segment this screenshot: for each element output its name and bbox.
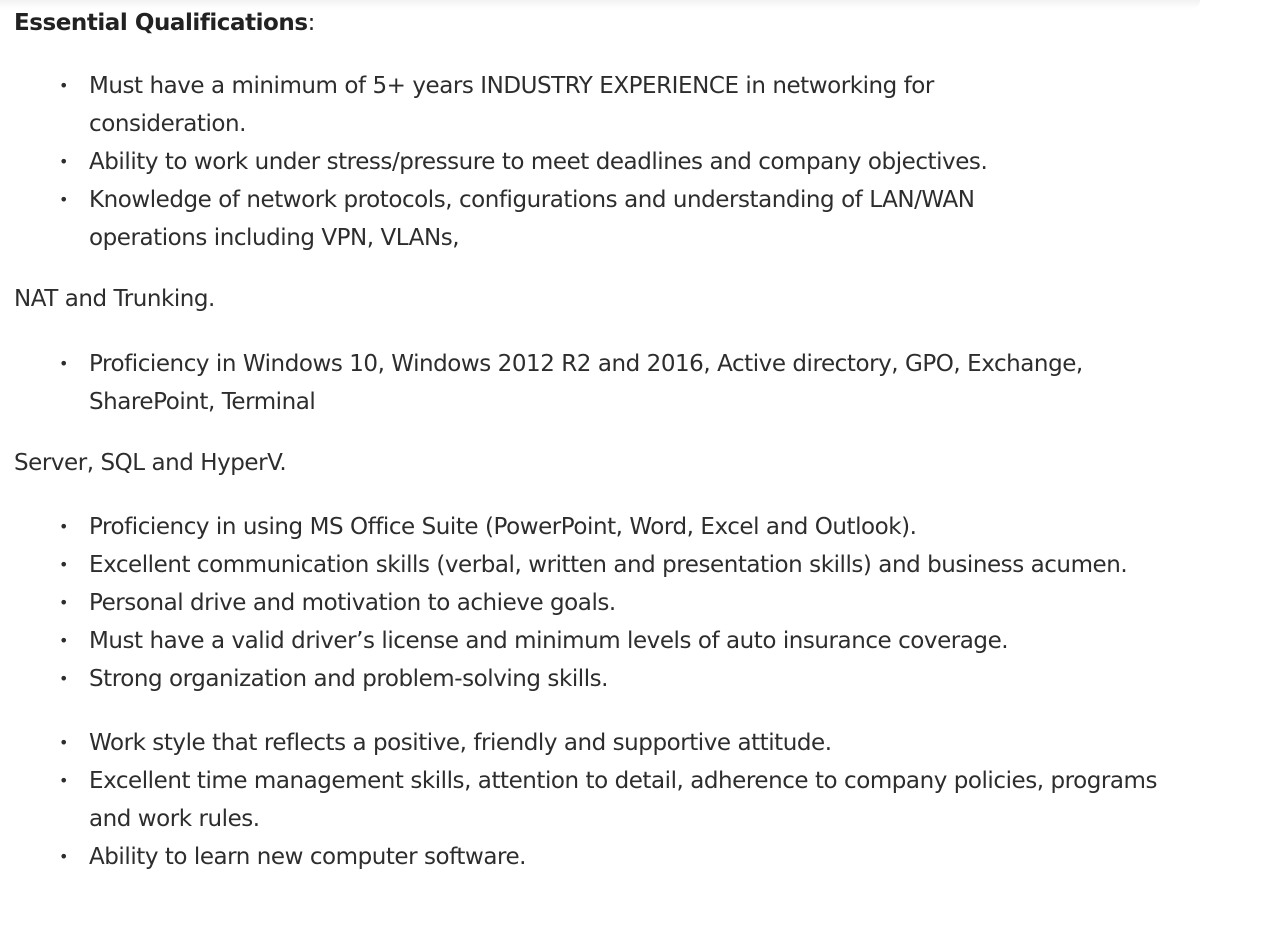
list-item: • Proficiency in Windows 10, Windows 2012… bbox=[59, 345, 1189, 421]
list-item: • Must have a valid driver’s license and … bbox=[59, 622, 1149, 660]
list-item-text: Proficiency in Windows 10, Windows 2012 … bbox=[89, 351, 1083, 415]
list-item-text: Work style that reflects a positive, fri… bbox=[89, 730, 832, 756]
list-item: • Excellent communication skills (verbal,… bbox=[59, 546, 1149, 584]
list-item: • Proficiency in using MS Office Suite (P… bbox=[59, 508, 1149, 546]
top-shadow bbox=[0, 0, 1200, 9]
bullet-icon: • bbox=[59, 190, 68, 209]
qualification-list-4: • Work style that reflects a positive, fr… bbox=[14, 724, 1169, 876]
bullet-icon: • bbox=[59, 354, 68, 373]
qualification-list-3: • Proficiency in using MS Office Suite (P… bbox=[14, 508, 1149, 698]
list-item: • Work style that reflects a positive, fr… bbox=[59, 724, 1169, 762]
list-item: • Must have a minimum of 5+ years INDUSTR… bbox=[59, 67, 1049, 143]
bullet-icon: • bbox=[59, 593, 68, 612]
list-item-text: Personal drive and motivation to achieve… bbox=[89, 590, 616, 616]
list-item-text: Must have a valid driver’s license and m… bbox=[89, 628, 1009, 654]
heading-colon: : bbox=[307, 10, 316, 36]
bullet-icon: • bbox=[59, 771, 68, 790]
section-heading: Essential Qualifications: bbox=[14, 4, 1214, 42]
list-item-text: Excellent communication skills (verbal, … bbox=[89, 552, 1128, 578]
list-item: • Strong organization and problem-solving… bbox=[59, 660, 1149, 698]
qualification-list-1: • Must have a minimum of 5+ years INDUSTR… bbox=[14, 67, 1049, 257]
list-item: • Personal drive and motivation to achiev… bbox=[59, 584, 1149, 622]
bullet-icon: • bbox=[59, 517, 68, 536]
bullet-icon: • bbox=[59, 555, 68, 574]
list-item-text: Knowledge of network protocols, configur… bbox=[89, 187, 975, 251]
heading-text: Essential Qualifications bbox=[14, 10, 308, 36]
bullet-icon: • bbox=[59, 631, 68, 650]
bullet-icon: • bbox=[59, 152, 68, 171]
continuation-text: NAT and Trunking. bbox=[14, 286, 215, 312]
bullet-icon: • bbox=[59, 669, 68, 688]
list-item: • Excellent time management skills, atten… bbox=[59, 762, 1169, 838]
list-item: • Ability to learn new computer software. bbox=[59, 838, 1169, 876]
bullet-icon: • bbox=[59, 76, 68, 95]
list-item: • Knowledge of network protocols, configu… bbox=[59, 181, 1049, 257]
qualifications-document: Essential Qualifications: • Must have a m… bbox=[14, 4, 1214, 876]
bullet-icon: • bbox=[59, 847, 68, 866]
list-item-text: Excellent time management skills, attent… bbox=[89, 768, 1158, 832]
qualification-list-2: • Proficiency in Windows 10, Windows 2012… bbox=[14, 345, 1189, 421]
list-item-text: Ability to learn new computer software. bbox=[89, 844, 527, 870]
list-item-text: Proficiency in using MS Office Suite (Po… bbox=[89, 514, 917, 540]
list-item-text: Must have a minimum of 5+ years INDUSTRY… bbox=[89, 73, 934, 137]
list-item-text: Ability to work under stress/pressure to… bbox=[89, 149, 988, 175]
list-item: • Ability to work under stress/pressure t… bbox=[59, 143, 1049, 181]
bullet-icon: • bbox=[59, 733, 68, 752]
continuation-text: Server, SQL and HyperV. bbox=[14, 450, 287, 476]
list-item-text: Strong organization and problem-solving … bbox=[89, 666, 609, 692]
